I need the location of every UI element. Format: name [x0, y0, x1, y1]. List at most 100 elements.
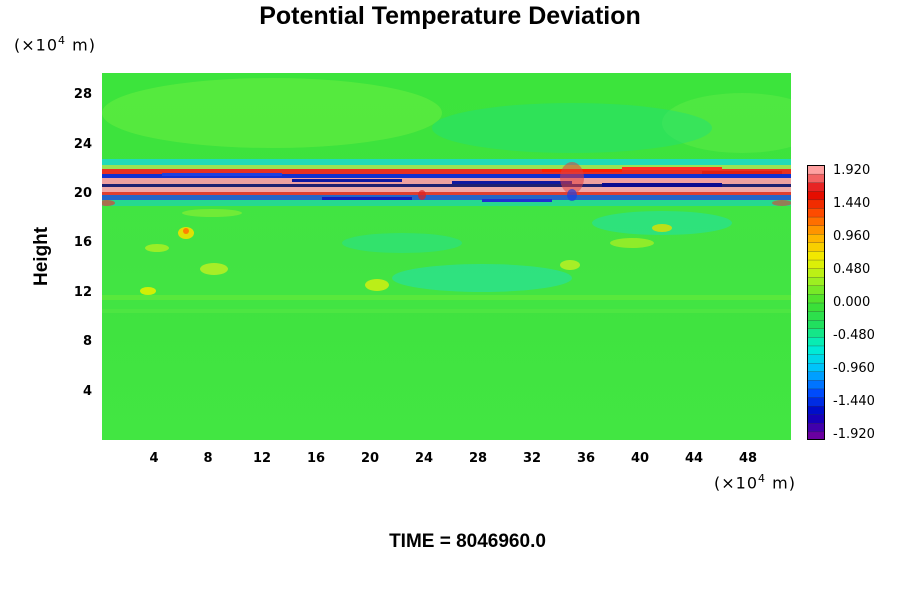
- yellow-patch: [200, 263, 228, 275]
- colorbar-band: [807, 388, 825, 398]
- colorbar-band: [807, 293, 825, 304]
- colorbar-band: [807, 250, 825, 261]
- colorbar-band: [807, 328, 825, 338]
- blue-streak: [322, 197, 412, 200]
- colorbar-band: [807, 242, 825, 252]
- colorbar-band: [807, 345, 825, 355]
- cyan-patch: [592, 211, 732, 235]
- x-tick-label: 4: [149, 451, 159, 466]
- red-streak: [702, 171, 782, 174]
- red-blob: [102, 200, 115, 206]
- upper-light-patch: [102, 78, 442, 148]
- layer-blue-lower: [102, 195, 791, 200]
- colorbar-band: [807, 285, 825, 295]
- y-tick-label: 16: [73, 235, 92, 250]
- x-tick-label: 20: [360, 451, 380, 466]
- colorbar-band: [807, 165, 825, 175]
- colorbar-border: [807, 165, 825, 440]
- layer-cyan-lower: [102, 200, 791, 206]
- colorbar-band: [807, 379, 825, 390]
- blue-streak: [452, 181, 572, 184]
- colorbar-tick-label: 0.000: [833, 295, 871, 310]
- y-tick-label: 4: [82, 384, 92, 399]
- colorbar-band: [807, 182, 825, 192]
- colorbar-band: [807, 190, 825, 201]
- colorbar-band: [807, 396, 825, 407]
- layer-red-lower: [102, 192, 791, 195]
- colorbar-band: [807, 302, 825, 312]
- colorbar-band: [807, 353, 825, 364]
- yellow-patch: [652, 224, 672, 232]
- yellow-patch: [610, 238, 654, 248]
- x-tick-label: 24: [414, 451, 434, 466]
- yellow-patch: [182, 209, 242, 217]
- layer-cyan-top: [102, 159, 791, 169]
- y-tick-label: 12: [73, 285, 92, 300]
- y-tick-label: 20: [73, 186, 92, 201]
- colorbar-band: [807, 233, 825, 243]
- wave-breaking-feature: [418, 190, 426, 200]
- upper-light-patch: [662, 93, 791, 153]
- lower-disturbance-line: [102, 309, 791, 313]
- x-tick-label: 48: [738, 451, 758, 466]
- red-blob: [772, 200, 791, 206]
- colorbar-band: [807, 371, 825, 381]
- colorbar-tick-label: 0.480: [833, 262, 871, 277]
- colorbar-tick-label: -1.440: [833, 394, 875, 409]
- colorbar-band: [807, 216, 825, 226]
- colorbar-band: [807, 276, 825, 286]
- x-tick-label: 16: [306, 451, 326, 466]
- yellow-patch: [140, 287, 156, 295]
- cyan-patch: [342, 233, 462, 253]
- x-tick-label: 36: [576, 451, 596, 466]
- x-tick-label: 8: [203, 451, 213, 466]
- colorbar-band: [807, 422, 825, 433]
- blue-streak: [482, 199, 552, 202]
- colorbar-band: [807, 267, 825, 278]
- cyan-patch: [392, 264, 572, 292]
- x-tick-label: 12: [252, 451, 272, 466]
- layer-pink-lower: [102, 187, 791, 192]
- colorbar-band: [807, 207, 825, 218]
- y-unit-label: (×104 m): [14, 34, 96, 55]
- layer-pink-core: [102, 178, 791, 184]
- wave-breaking-feature: [567, 189, 577, 201]
- colorbar-band: [807, 362, 825, 372]
- yellow-patch: [145, 244, 169, 252]
- y-tick-label: 24: [73, 137, 92, 152]
- layer-yellow-top: [102, 165, 791, 169]
- colorbar-band: [807, 414, 825, 424]
- layer-navy-core: [102, 184, 791, 187]
- lower-disturbance-line: [102, 295, 791, 300]
- colorbar-tick-label: -0.480: [833, 328, 875, 343]
- x-unit-label: (×104 m): [714, 472, 796, 493]
- yellow-patch: [365, 279, 389, 291]
- colorbar-band: [807, 431, 825, 440]
- y-tick-label: 8: [82, 334, 92, 349]
- colorbar-tick-label: 1.440: [833, 196, 871, 211]
- x-tick-label: 32: [522, 451, 542, 466]
- y-axis-label: Height: [31, 226, 52, 286]
- colorbar-band: [807, 310, 825, 321]
- wave-breaking-feature: [560, 162, 584, 194]
- colorbar: [807, 165, 825, 440]
- colorbar-band: [807, 319, 825, 329]
- colorbar-tick-label: 1.920: [833, 163, 871, 178]
- x-tick-label: 40: [630, 451, 650, 466]
- colorbar-band: [807, 259, 825, 269]
- colorbar-band: [807, 173, 825, 183]
- orange-patch: [183, 228, 189, 234]
- time-label: TIME = 8046960.0: [389, 531, 546, 552]
- x-tick-label: 28: [468, 451, 488, 466]
- blue-streak: [162, 173, 282, 176]
- x-tick-label: 44: [684, 451, 704, 466]
- colorbar-tick-label: -0.960: [833, 361, 875, 376]
- colorbar-band: [807, 405, 825, 415]
- colorbar-band: [807, 336, 825, 347]
- y-tick-label: 28: [73, 87, 92, 102]
- colorbar-band: [807, 225, 825, 235]
- upper-teal-patch: [432, 103, 712, 153]
- blue-streak: [602, 183, 722, 187]
- colorbar-tick-label: 0.960: [833, 229, 871, 244]
- layer-red-top: [102, 169, 791, 174]
